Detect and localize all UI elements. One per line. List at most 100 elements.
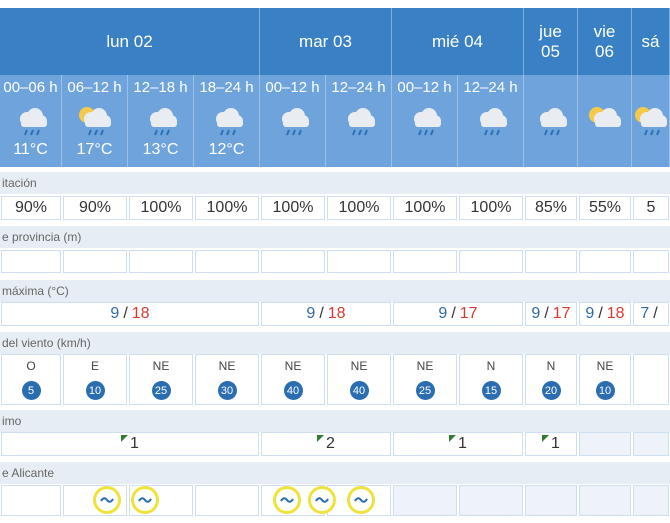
period-label: 12–24 h (331, 79, 386, 96)
day-header: sá (632, 8, 670, 75)
warning-icon (308, 486, 336, 514)
period-label: 18–24 h (199, 79, 254, 96)
wind-speed: 40 (349, 381, 369, 400)
wind-cell: NE 10 (579, 354, 631, 405)
wind-dir: NE (284, 359, 302, 373)
warning-cell (63, 485, 127, 516)
temp-cell: 9/17 (525, 302, 577, 326)
precip-value: 100% (261, 196, 325, 220)
temp-max: 17 (552, 305, 571, 322)
warning-icon (273, 486, 301, 514)
weather-icon (635, 107, 667, 136)
empty-cell (327, 250, 391, 273)
empty-cell (129, 250, 193, 273)
wind-speed: 40 (283, 381, 303, 400)
temp-max: 18 (131, 305, 150, 322)
temp-min: 9 (438, 305, 448, 322)
wind-speed: 30 (217, 381, 237, 400)
precip-value: 100% (327, 196, 391, 220)
empty-cell (63, 250, 127, 273)
temp-cell: 7/ (633, 302, 669, 326)
wind-speed: 25 (415, 381, 435, 400)
wave-flag (542, 435, 550, 442)
wind-speed: 25 (151, 381, 171, 400)
warning-glyph (100, 497, 114, 503)
wave-flag (317, 435, 325, 442)
precip-value: 90% (1, 196, 61, 220)
wave-cell: 1 (525, 432, 577, 456)
period-cell (578, 75, 632, 167)
wave-value: 1 (458, 435, 467, 452)
period-cell: 00–06 h 11°C (0, 75, 62, 167)
weather-icon (20, 108, 47, 136)
wind-dir: NE (152, 359, 170, 373)
period-cell: 12–24 h (458, 75, 524, 167)
wave-flag (121, 435, 129, 442)
period-cell: 18–24 h 12°C (194, 75, 260, 167)
temp-cell: 9/18 (1, 302, 259, 326)
period-label: 00–12 h (397, 79, 452, 96)
wind-cell: E 10 (63, 354, 127, 405)
period-cell: 00–12 h (392, 75, 458, 167)
wind-cell (633, 354, 669, 405)
weather-icon (150, 108, 177, 136)
wind-dir: NE (416, 359, 434, 373)
wind-cell: N 20 (525, 354, 577, 405)
day-header: mié 04 (392, 8, 524, 75)
section-label: máxima (°C) (0, 280, 670, 302)
temp-max: 18 (606, 305, 625, 322)
empty-cell (579, 432, 631, 456)
warning-icon (347, 486, 375, 514)
wave-cell: 1 (1, 432, 259, 456)
wind-cell: NE 25 (129, 354, 193, 405)
precip-value: 100% (393, 196, 457, 220)
precip-value: 100% (195, 196, 259, 220)
day-header: vie 06 (578, 8, 632, 75)
temp-sep: / (598, 305, 603, 322)
empty-cell (579, 250, 631, 273)
wind-dir: NE (218, 359, 236, 373)
temp-sep: / (544, 305, 549, 322)
wind-cell: N 15 (459, 354, 523, 405)
empty-cell (261, 250, 325, 273)
wind-dir: NE (596, 359, 614, 373)
empty-cell (459, 250, 523, 273)
period-label: 00–12 h (265, 79, 320, 96)
temp-max: 17 (459, 305, 478, 322)
precip-value: 55% (579, 196, 631, 220)
wind-dir: N (486, 359, 496, 373)
weather-icon (480, 108, 507, 136)
warning-cell (1, 485, 61, 516)
wave-cell: 2 (261, 432, 391, 456)
warning-icon (131, 486, 159, 514)
precip-value: 100% (129, 196, 193, 220)
wave-value: 2 (326, 435, 335, 452)
warning-cell (525, 485, 577, 516)
section-label: itación (0, 172, 670, 194)
temp-cell: 9/18 (261, 302, 391, 326)
wind-dir: O (26, 359, 36, 373)
wind-cell: NE 40 (261, 354, 325, 405)
precip-value: 85% (525, 196, 577, 220)
warning-cell (393, 485, 457, 516)
period-label: 12–18 h (133, 79, 188, 96)
temp-cell: 9/17 (393, 302, 523, 326)
weather-icon (282, 108, 309, 136)
section-label: del viento (km/h) (0, 332, 670, 354)
section-label: e provincia (m) (0, 226, 670, 248)
day-header: mar 03 (260, 8, 392, 75)
wind-dir: E (90, 359, 99, 373)
warning-cell (633, 485, 669, 516)
weather-icon (414, 108, 441, 136)
warning-cell (195, 485, 259, 516)
period-cell: 12–24 h (326, 75, 392, 167)
warning-glyph (354, 497, 368, 503)
precip-value: 90% (63, 196, 127, 220)
day-header: lun 02 (0, 8, 260, 75)
wind-cell: NE 40 (327, 354, 391, 405)
warning-glyph (315, 497, 329, 503)
temp-cell: 9/18 (579, 302, 631, 326)
period-temp: 11°C (13, 141, 48, 158)
